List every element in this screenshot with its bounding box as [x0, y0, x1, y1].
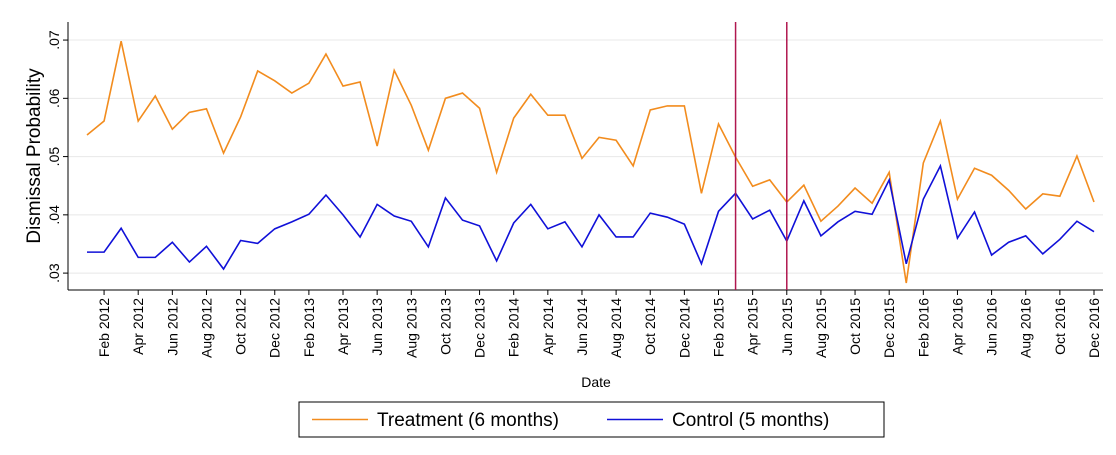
legend-label: Treatment (6 months) — [377, 410, 559, 431]
x-tick-label: Dec 2014 — [676, 298, 692, 358]
x-tick-label: Oct 2013 — [437, 298, 453, 355]
x-tick-label: Dec 2016 — [1086, 298, 1102, 358]
x-tick-label: Jun 2016 — [984, 298, 1000, 356]
legend-label: Control (5 months) — [672, 410, 829, 431]
x-tick-label: Apr 2016 — [949, 298, 965, 355]
x-tick-label: Feb 2015 — [711, 298, 727, 357]
x-tick-label: Oct 2016 — [1052, 298, 1068, 355]
x-tick-label: Feb 2014 — [506, 298, 522, 357]
x-tick-label: Aug 2012 — [198, 298, 214, 358]
x-tick-label: Apr 2013 — [335, 298, 351, 355]
x-tick-label: Dec 2015 — [881, 298, 897, 358]
x-tick-label: Aug 2014 — [608, 298, 624, 358]
x-axis-label: Date — [581, 374, 611, 390]
y-tick-label: .06 — [46, 88, 62, 108]
x-tick-label: Oct 2015 — [847, 298, 863, 355]
y-tick-label: .04 — [46, 205, 62, 225]
x-tick-label: Oct 2014 — [642, 298, 658, 355]
series-line — [87, 163, 1095, 271]
x-tick-label: Jun 2013 — [369, 298, 385, 356]
x-tick-label: Aug 2015 — [813, 298, 829, 358]
x-tick-label: Aug 2016 — [1018, 298, 1034, 358]
y-tick-label: .05 — [46, 147, 62, 167]
x-tick-label: Feb 2012 — [96, 298, 112, 357]
x-tick-label: Oct 2012 — [233, 298, 249, 355]
x-tick-label: Feb 2013 — [301, 298, 317, 357]
legend-box — [298, 401, 885, 438]
x-tick-label: Apr 2014 — [540, 298, 556, 355]
x-tick-label: Aug 2013 — [403, 298, 419, 358]
y-tick-label: .07 — [46, 30, 62, 50]
x-tick-label: Jun 2014 — [574, 298, 590, 356]
series-line — [86, 41, 1095, 284]
y-tick-label: .03 — [46, 263, 62, 283]
x-tick-label: Apr 2015 — [745, 298, 761, 355]
x-tick-label: Feb 2016 — [915, 298, 931, 357]
y-axis-label: Dismissal Probability — [24, 68, 45, 244]
x-tick-label: Dec 2012 — [267, 298, 283, 358]
x-tick-label: Dec 2013 — [472, 298, 488, 358]
x-tick-label: Apr 2012 — [130, 298, 146, 355]
x-tick-label: Jun 2012 — [164, 298, 180, 356]
x-tick-label: Jun 2015 — [779, 298, 795, 356]
